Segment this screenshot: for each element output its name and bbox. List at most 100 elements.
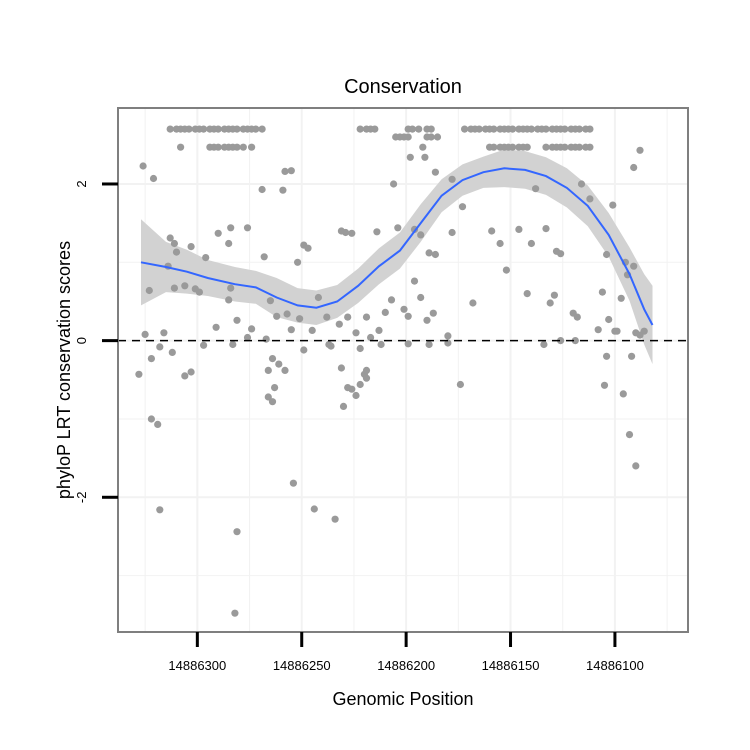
data-point xyxy=(225,239,233,248)
data-point xyxy=(425,249,433,257)
data-point xyxy=(594,326,602,334)
data-point xyxy=(458,203,467,211)
data-point xyxy=(258,125,266,133)
data-point xyxy=(214,143,222,151)
data-point xyxy=(181,372,189,380)
y-tick-label: 2 xyxy=(74,180,89,187)
x-axis-label: Genomic Position xyxy=(332,689,473,709)
data-point xyxy=(166,125,174,133)
data-point xyxy=(225,296,233,304)
data-point xyxy=(461,125,469,133)
data-point xyxy=(362,366,371,374)
data-point xyxy=(156,343,164,351)
data-point xyxy=(603,352,611,360)
y-tick-label: 0 xyxy=(74,337,89,344)
data-point xyxy=(508,125,517,133)
data-point xyxy=(214,229,222,237)
data-point xyxy=(523,143,531,151)
data-point xyxy=(605,315,613,324)
data-point xyxy=(141,330,149,338)
data-point xyxy=(281,366,289,374)
data-point xyxy=(381,308,389,316)
data-point xyxy=(571,337,579,345)
data-point xyxy=(586,143,594,151)
data-point xyxy=(264,366,272,374)
data-point xyxy=(168,348,176,356)
data-point xyxy=(362,374,371,382)
data-point xyxy=(496,239,504,248)
data-point xyxy=(195,288,203,296)
data-point xyxy=(421,153,429,161)
data-points xyxy=(135,125,648,617)
data-point xyxy=(177,143,185,151)
data-point xyxy=(429,309,437,317)
data-point xyxy=(404,312,412,320)
data-point xyxy=(367,333,375,342)
data-point xyxy=(419,143,427,151)
data-point xyxy=(561,143,569,151)
data-point xyxy=(156,506,164,514)
data-point xyxy=(630,262,638,270)
data-point xyxy=(287,167,295,175)
data-point xyxy=(283,310,291,318)
data-point xyxy=(415,125,423,133)
data-point xyxy=(488,227,496,235)
data-point xyxy=(636,146,644,154)
data-point xyxy=(356,380,364,389)
data-point xyxy=(310,505,318,513)
data-point xyxy=(400,305,408,313)
data-point xyxy=(577,180,586,188)
data-point xyxy=(181,282,189,290)
chart-title: Conservation xyxy=(344,76,462,98)
data-point xyxy=(145,286,153,295)
data-point xyxy=(348,229,356,237)
data-point xyxy=(508,143,517,151)
data-point xyxy=(243,333,252,342)
data-point xyxy=(202,254,210,262)
data-point xyxy=(239,143,247,151)
data-point xyxy=(427,125,435,133)
data-point xyxy=(628,352,636,360)
data-point xyxy=(185,125,193,133)
data-point xyxy=(609,201,617,209)
data-point xyxy=(490,125,498,133)
data-point xyxy=(262,335,270,343)
data-point xyxy=(423,316,431,324)
data-point xyxy=(557,337,565,345)
data-point xyxy=(273,312,281,320)
data-point xyxy=(331,515,339,523)
data-point xyxy=(540,340,548,349)
data-point xyxy=(308,326,316,334)
data-point xyxy=(233,143,241,151)
confidence-ribbon xyxy=(141,149,653,365)
data-point xyxy=(410,277,419,285)
data-point xyxy=(636,331,644,339)
data-point xyxy=(356,125,364,133)
data-point xyxy=(619,390,627,398)
data-point xyxy=(170,239,178,248)
data-point xyxy=(598,288,607,296)
data-point xyxy=(200,341,208,349)
data-point xyxy=(542,143,550,151)
data-point xyxy=(625,431,634,439)
smooth-trend-line xyxy=(140,167,654,326)
data-point xyxy=(373,228,381,236)
data-point xyxy=(573,313,581,321)
data-point xyxy=(264,393,272,401)
data-point xyxy=(139,162,147,170)
data-point xyxy=(187,368,195,376)
data-point xyxy=(456,380,464,389)
data-point xyxy=(431,168,439,176)
data-point xyxy=(387,296,396,304)
data-point xyxy=(266,297,274,305)
y-axis: -2 0 2 xyxy=(74,180,118,503)
data-point xyxy=(404,133,412,141)
data-point xyxy=(275,360,283,368)
data-point xyxy=(287,326,295,334)
data-point xyxy=(233,316,241,324)
data-point xyxy=(342,228,350,237)
data-point xyxy=(135,370,143,378)
x-tick-label: 14886300 xyxy=(168,658,226,673)
